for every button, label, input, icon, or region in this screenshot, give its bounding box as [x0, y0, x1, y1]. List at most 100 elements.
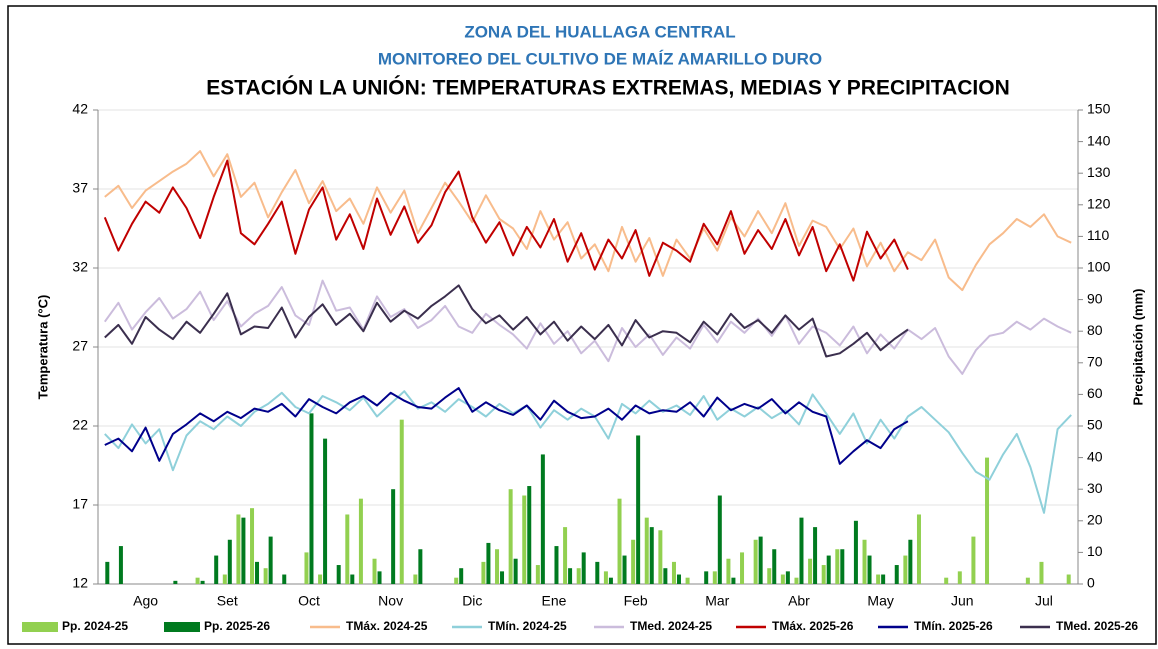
- x-tick-label: Dic: [462, 593, 482, 609]
- precip-bar: [486, 542, 491, 584]
- precip-bar: [508, 489, 513, 584]
- legend-label: Pp. 2024-25: [62, 619, 128, 633]
- y-tick-label: 37: [72, 180, 88, 196]
- precip-bar: [563, 527, 568, 584]
- precip-bar: [603, 571, 608, 584]
- precip-bar: [535, 565, 540, 584]
- precip-bar: [676, 574, 681, 584]
- precip-bar: [971, 536, 976, 584]
- precip-bar: [513, 558, 518, 584]
- precip-bar: [200, 580, 205, 584]
- legend-swatch: [22, 622, 58, 632]
- x-tick-label: Jun: [951, 593, 974, 609]
- y2-tick-label: 40: [1087, 448, 1103, 464]
- precip-bar: [568, 568, 573, 584]
- precip-bar: [527, 486, 532, 584]
- precip-bar: [717, 495, 722, 584]
- chart-frame: [7, 5, 1157, 645]
- precip-bar: [780, 574, 785, 584]
- precip-bar: [413, 574, 418, 584]
- precip-bar: [821, 565, 826, 584]
- x-tick-label: Abr: [788, 593, 810, 609]
- precip-bar: [636, 435, 641, 584]
- legend-label: TMín. 2025-26: [914, 619, 993, 633]
- precip-bar: [813, 527, 818, 584]
- precip-bar: [236, 514, 241, 584]
- precip-bar: [617, 498, 622, 584]
- y-tick-label: 27: [72, 338, 88, 354]
- precip-bar: [853, 520, 858, 584]
- precip-bar: [481, 561, 486, 584]
- legend-label: Pp. 2025-26: [204, 619, 270, 633]
- precip-bar: [350, 574, 355, 584]
- precip-bar: [881, 574, 886, 584]
- y2-tick-label: 110: [1087, 227, 1110, 243]
- legend-label: TMáx. 2025-26: [772, 619, 854, 633]
- x-tick-label: Set: [217, 593, 238, 609]
- precip-bar: [1025, 577, 1030, 584]
- x-tick-label: Jul: [1035, 593, 1053, 609]
- precip-bar: [876, 574, 881, 584]
- y2-tick-label: 90: [1087, 290, 1103, 306]
- precip-bar: [1039, 561, 1044, 584]
- precip-bar: [304, 552, 309, 584]
- precip-bar: [985, 457, 990, 584]
- precip-bar: [658, 530, 663, 584]
- precip-bar: [867, 555, 872, 584]
- x-tick-label: Nov: [378, 593, 403, 609]
- y-tick-label: 12: [72, 575, 88, 591]
- x-tick-label: Feb: [624, 593, 648, 609]
- y2-tick-label: 10: [1087, 543, 1103, 559]
- precip-bar: [835, 549, 840, 584]
- precip-bar: [399, 419, 404, 584]
- precip-bar: [554, 546, 559, 584]
- precip-bar: [495, 549, 500, 584]
- precip-bar: [726, 558, 731, 584]
- precip-bar: [241, 517, 246, 584]
- precip-bar: [1066, 574, 1071, 584]
- precip-bar: [595, 561, 600, 584]
- precip-bar: [808, 558, 813, 584]
- precip-bar: [894, 565, 899, 584]
- precip-bar: [358, 498, 363, 584]
- precip-bar: [105, 561, 110, 584]
- precip-bar: [704, 571, 709, 584]
- precip-bar: [118, 546, 123, 584]
- precip-bar: [250, 508, 255, 584]
- temperature-line: [103, 159, 909, 282]
- precip-bar: [227, 539, 232, 584]
- legend-label: TMed. 2024-25: [630, 619, 712, 633]
- precip-bar: [263, 568, 268, 584]
- temperature-line: [104, 387, 909, 465]
- precip-bar: [631, 539, 636, 584]
- precip-bar: [799, 517, 804, 584]
- y2-tick-label: 60: [1087, 385, 1103, 401]
- precip-bar: [785, 571, 790, 584]
- y-tick-label: 42: [72, 101, 88, 117]
- precip-bar: [685, 577, 690, 584]
- precip-bar: [608, 577, 613, 584]
- temperature-line: [104, 390, 1072, 514]
- x-tick-label: Ene: [542, 593, 567, 609]
- precip-bar: [944, 577, 949, 584]
- precip-bar: [309, 413, 314, 584]
- x-tick-label: Ago: [133, 593, 158, 609]
- precip-bar: [622, 555, 627, 584]
- precip-bar: [318, 574, 323, 584]
- precip-bar: [712, 571, 717, 584]
- precip-bar: [840, 549, 845, 584]
- precip-bar: [862, 539, 867, 584]
- precip-bar: [644, 517, 649, 584]
- precip-bar: [649, 527, 654, 584]
- precip-bar: [908, 539, 913, 584]
- precip-bar: [826, 555, 831, 584]
- y2-tick-label: 130: [1087, 164, 1111, 180]
- precip-bar: [418, 549, 423, 584]
- y2-tick-label: 70: [1087, 354, 1103, 370]
- temperature-line: [103, 279, 1072, 375]
- y2-tick-label: 120: [1087, 196, 1111, 212]
- temperature-line: [104, 284, 909, 358]
- y2-tick-label: 20: [1087, 512, 1103, 528]
- precip-bar: [522, 495, 527, 584]
- y-tick-label: 32: [72, 259, 88, 275]
